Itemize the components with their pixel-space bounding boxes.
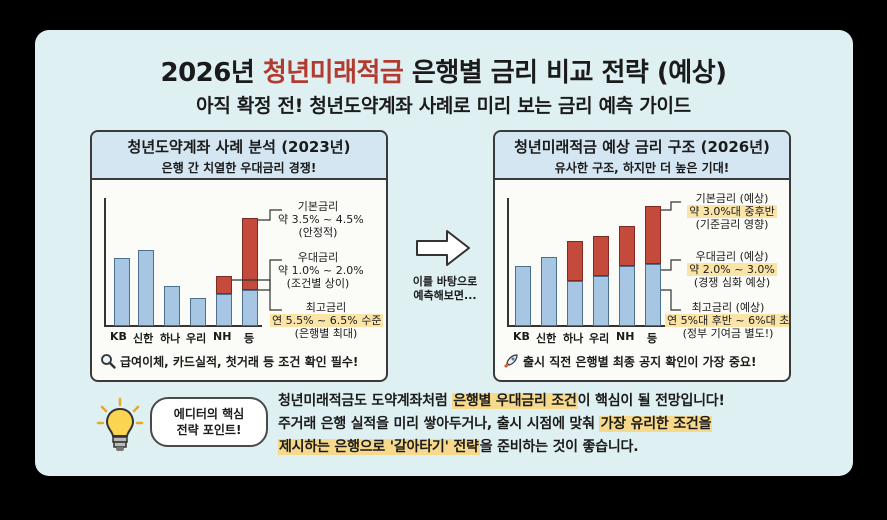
bar-woori-base: [593, 276, 609, 326]
bar-hana-base: [567, 281, 583, 326]
right-panel-footer: 출시 직전 은행별 최종 공지 확인이 가장 중요!: [503, 353, 756, 372]
left-panel-subtitle: 은행 간 치열한 우대금리 경쟁!: [161, 161, 317, 175]
x-label-woori: 우리: [589, 332, 610, 345]
x-axis: [104, 325, 262, 327]
bar-nh-pref: [216, 276, 232, 294]
x-label-hana: 하나: [563, 332, 584, 345]
leader-lines: [661, 201, 681, 311]
editor-tip-bubble: 에디터의 핵심 전략 포인트!: [150, 397, 268, 447]
right-panel-header: 청년미래적금 예상 금리 구조 (2026년) 유사한 구조, 하지만 더 높은…: [495, 132, 789, 180]
pref-rate-annotation: 우대금리 약 1.0% ~ 2.0% (조건별 상이): [278, 251, 364, 290]
x-label-shinhan: 신한: [133, 332, 154, 345]
x-axis: [507, 325, 665, 327]
editor-tip-text: 청년미래적금도 도약계좌처럼 은행별 우대금리 조건이 핵심이 될 전망입니다!…: [278, 393, 725, 455]
x-label-nh: NH: [616, 330, 635, 343]
bar-etc-pref: [242, 218, 258, 290]
x-label-etc: 등: [647, 332, 658, 345]
bar-etc-base: [645, 264, 661, 326]
bar-nh-base: [619, 266, 635, 326]
bar-nh-pref: [619, 226, 635, 266]
bar-shinhan-base: [138, 250, 154, 326]
y-axis: [507, 198, 509, 326]
left-panel-footer: 급여이체, 카드실적, 첫거래 등 조건 확인 필수!: [100, 353, 358, 372]
bar-hana-pref: [567, 241, 583, 281]
max-rate-annotation: 최고금리 연 5.5% ~ 6.5% 수준 (은행별 최대): [270, 301, 384, 340]
x-label-woori: 우리: [186, 332, 207, 345]
lightbulb-icon: [96, 397, 144, 457]
magnifier-icon: [100, 353, 116, 372]
bar-etc-pref: [645, 206, 661, 264]
left-panel: 청년도약계좌 사례 분석 (2023년) 은행 간 치열한 우대금리 경쟁! K…: [90, 130, 388, 382]
max-rate-annotation: 최고금리 (예상) 연 5%대 후반 ~ 6%대 초반 (정부 기여금 별도!): [665, 301, 789, 340]
right-panel: 청년미래적금 예상 금리 구조 (2026년) 유사한 구조, 하지만 더 높은…: [493, 130, 791, 382]
rocket-icon: [503, 353, 519, 372]
x-label-kb: KB: [110, 330, 127, 343]
base-rate-annotation: 기본금리 (예상) 약 3.0%대 중후반 (기준금리 영향): [687, 192, 777, 231]
right-panel-title: 청년미래적금 예상 금리 구조 (2026년): [514, 138, 770, 156]
bar-etc-base: [242, 290, 258, 326]
left-panel-title: 청년도약계좌 사례 분석 (2023년): [127, 138, 351, 156]
page-subtitle: 아직 확정 전! 청년도약계좌 사례로 미리 보는 금리 예측 가이드: [196, 95, 691, 117]
bar-nh-base: [216, 294, 232, 326]
bar-woori-base: [190, 298, 206, 326]
right-panel-subtitle: 유사한 구조, 하지만 더 높은 기대!: [554, 161, 730, 175]
x-label-nh: NH: [213, 330, 232, 343]
bar-kb-base: [114, 258, 130, 326]
bar-woori-pref: [593, 236, 609, 276]
right-bar-chart: KB 신한 하나 우리 NH 등 기본금리 (예상) 약 3.0%대 중후반 (기준…: [495, 180, 789, 380]
x-label-shinhan: 신한: [536, 332, 557, 345]
x-label-hana: 하나: [160, 332, 181, 345]
pref-rate-annotation: 우대금리 (예상) 약 2.0% ~ 3.0% (경쟁 심화 예상): [687, 250, 777, 289]
left-panel-header: 청년도약계좌 사례 분석 (2023년) 은행 간 치열한 우대금리 경쟁!: [92, 132, 386, 180]
title-highlight: 청년미래적금: [262, 58, 404, 88]
base-rate-annotation: 기본금리 약 3.5% ~ 4.5% (안정적): [278, 200, 364, 239]
x-label-kb: KB: [513, 330, 530, 343]
left-bar-chart: KB 신한 하나 우리 NH 등 기본금리 약 3.5% ~ 4.5% (안정적) …: [92, 180, 386, 380]
arrow-right-icon: [413, 228, 473, 268]
leader-lines: [232, 209, 282, 311]
page-title: 2026년 청년미래적금 은행별 금리 비교 전략 (예상): [160, 58, 727, 88]
y-axis: [104, 198, 106, 326]
x-label-etc: 등: [244, 332, 255, 345]
bar-hana-base: [164, 286, 180, 326]
bar-kb-base: [515, 266, 531, 326]
arrow-caption: 이를 바탕으로 예측해보면...: [412, 275, 478, 302]
bar-shinhan-base: [541, 257, 557, 326]
